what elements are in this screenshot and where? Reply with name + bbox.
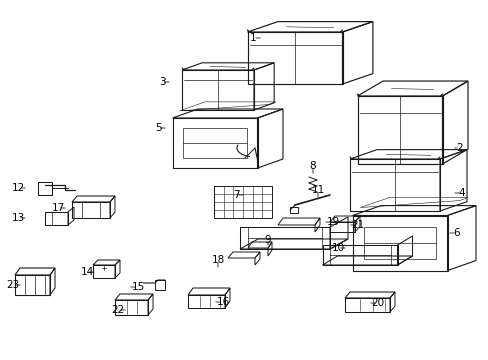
Text: 4: 4	[458, 188, 465, 198]
Text: 19: 19	[325, 217, 339, 227]
Text: 15: 15	[131, 282, 144, 292]
Text: 1: 1	[249, 33, 256, 43]
Text: 12: 12	[11, 183, 24, 193]
Text: 17: 17	[51, 203, 64, 213]
Text: 21: 21	[351, 220, 364, 230]
Text: 5: 5	[154, 123, 161, 133]
Text: 8: 8	[309, 161, 316, 171]
Text: 18: 18	[211, 255, 224, 265]
Text: 10: 10	[331, 243, 344, 253]
Text: 20: 20	[371, 298, 384, 308]
Text: 11: 11	[311, 185, 324, 195]
Text: 16: 16	[216, 297, 229, 307]
Text: 22: 22	[111, 305, 124, 315]
Text: 23: 23	[6, 280, 20, 290]
Text: 9: 9	[264, 235, 271, 245]
Text: 14: 14	[80, 267, 93, 277]
Text: 7: 7	[232, 190, 239, 200]
Text: 13: 13	[11, 213, 24, 223]
Text: 2: 2	[456, 143, 462, 153]
Text: 3: 3	[159, 77, 165, 87]
Bar	[214, 186, 271, 218]
Text: 6: 6	[453, 228, 459, 238]
